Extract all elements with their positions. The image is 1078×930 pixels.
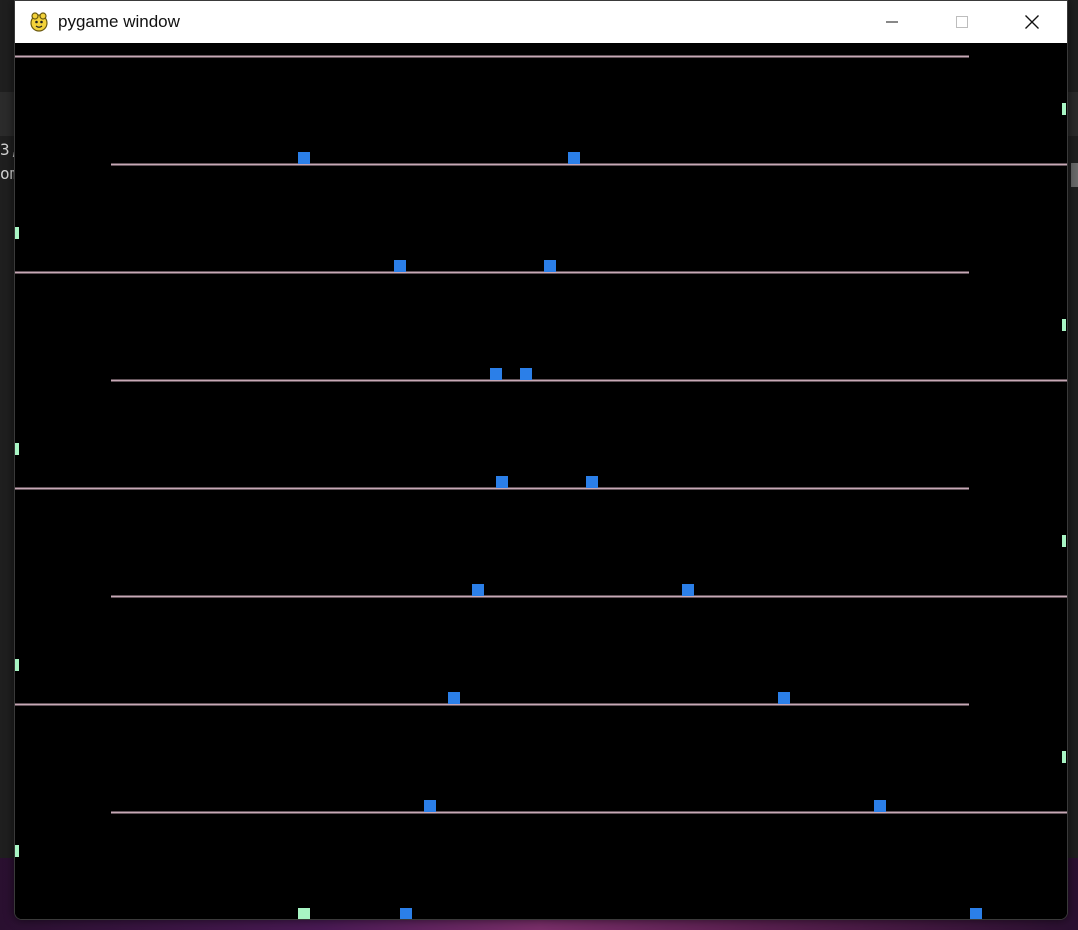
edge-marker-1 [15, 227, 19, 239]
window-title: pygame window [58, 12, 180, 31]
blue-block-15 [400, 908, 412, 919]
edge-marker-3 [15, 659, 19, 671]
minimize-button[interactable] [857, 1, 927, 43]
blue-block-8 [586, 476, 598, 488]
close-button[interactable] [997, 1, 1067, 43]
blue-block-12 [778, 692, 790, 704]
blue-block-5 [490, 368, 502, 380]
blue-block-6 [520, 368, 532, 380]
blue-block-10 [682, 584, 694, 596]
edge-marker-5 [1062, 103, 1066, 115]
game-surface[interactable] [15, 43, 1067, 919]
blue-block-13 [424, 800, 436, 812]
blue-block-14 [874, 800, 886, 812]
blue-block-9 [472, 584, 484, 596]
edge-marker-4 [15, 845, 19, 857]
edge-marker-2 [15, 443, 19, 455]
minimize-icon [886, 21, 898, 23]
caption-buttons [857, 1, 1067, 43]
edge-marker-7 [1062, 535, 1066, 547]
pygame-snake-icon [30, 12, 48, 32]
maximize-icon [956, 16, 968, 28]
blue-block-7 [496, 476, 508, 488]
blue-block-1 [298, 152, 310, 164]
blue-block-2 [568, 152, 580, 164]
blue-block-16 [970, 908, 982, 919]
title-bar[interactable]: pygame window [15, 1, 1067, 43]
game-canvas[interactable] [15, 43, 1067, 919]
blue-block-4 [544, 260, 556, 272]
editor-scrollbar-thumb[interactable] [1071, 163, 1078, 187]
pygame-window[interactable]: pygame window [14, 0, 1068, 920]
blue-block-3 [394, 260, 406, 272]
player-block [298, 908, 310, 919]
close-icon [1025, 15, 1039, 29]
maximize-button[interactable] [927, 1, 997, 43]
canvas-background [15, 43, 1067, 919]
edge-marker-8 [1062, 751, 1066, 763]
edge-marker-6 [1062, 319, 1066, 331]
blue-block-11 [448, 692, 460, 704]
